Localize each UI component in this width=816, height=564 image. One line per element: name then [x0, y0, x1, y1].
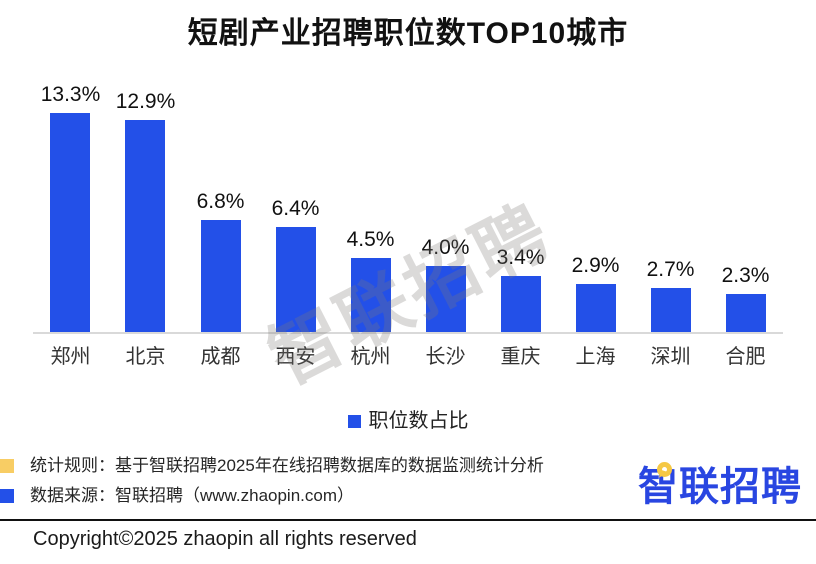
bar-column: 13.3% 郑州 — [33, 80, 108, 368]
bar-column: 3.4% 重庆 — [483, 80, 558, 368]
bar-column: 4.0% 长沙 — [408, 80, 483, 368]
bar — [350, 258, 391, 332]
x-axis-label: 深圳 — [650, 346, 691, 368]
x-axis-line — [33, 332, 783, 334]
x-axis-label: 北京 — [125, 346, 166, 368]
bar-column: 4.5% 杭州 — [333, 80, 408, 368]
footer: 统计规则：基于智联招聘2025年在线招聘数据库的数据监测统计分析 数据来源：智联… — [0, 455, 816, 509]
bar — [200, 220, 241, 332]
bar-value-label: 4.0% — [421, 236, 470, 259]
x-axis-label: 西安 — [275, 346, 316, 368]
copyright-text: Copyright©2025 zhaopin all rights reserv… — [33, 528, 417, 550]
plot-area: 13.3% 郑州 12.9% 北京 6.8% 成都 6.4% 西安 4.5% 杭州 4.0% 长沙 3.… — [33, 80, 783, 368]
zhaopin-logo: 智联招聘 — [638, 462, 808, 513]
x-axis-label: 上海 — [575, 346, 616, 368]
bar-value-label: 2.9% — [571, 254, 620, 277]
x-axis-label: 重庆 — [500, 346, 541, 368]
bar-column: 6.8% 成都 — [183, 80, 258, 368]
bar-column: 6.4% 西安 — [258, 80, 333, 368]
legend-label: 职位数占比 — [368, 410, 469, 432]
bar — [500, 276, 541, 332]
yellow-marker-icon — [0, 459, 14, 473]
bar-value-label: 3.4% — [496, 246, 545, 269]
data-source-row: 数据来源：智联招聘（www.zhaopin.com） — [0, 485, 816, 507]
bar — [725, 294, 766, 332]
x-axis-label: 合肥 — [725, 346, 766, 368]
legend: 职位数占比 — [0, 410, 816, 433]
bar-value-label: 12.9% — [115, 90, 176, 113]
stat-rule-row: 统计规则：基于智联招聘2025年在线招聘数据库的数据监测统计分析 — [0, 455, 816, 477]
bar-value-label: 2.3% — [721, 264, 770, 287]
footer-divider — [0, 519, 816, 521]
bar-column: 12.9% 北京 — [108, 80, 183, 368]
stat-rule-text: 统计规则：基于智联招聘2025年在线招聘数据库的数据监测统计分析 — [30, 456, 544, 475]
bar-chart: 13.3% 郑州 12.9% 北京 6.8% 成都 6.4% 西安 4.5% 杭州 4.0% 长沙 3.… — [33, 80, 783, 400]
bar-column: 2.7% 深圳 — [633, 80, 708, 368]
bar — [50, 113, 91, 332]
x-axis-label: 长沙 — [425, 346, 466, 368]
bar-column: 2.9% 上海 — [558, 80, 633, 368]
x-axis-label: 杭州 — [350, 346, 391, 368]
data-source-text: 数据来源：智联招聘（www.zhaopin.com） — [30, 486, 355, 505]
bar-value-label: 2.7% — [646, 258, 695, 281]
speech-bubble-icon — [657, 462, 672, 477]
bar — [275, 227, 316, 332]
chart-title: 短剧产业招聘职位数TOP10城市 — [187, 17, 629, 50]
bar — [425, 266, 466, 332]
bar-value-label: 13.3% — [40, 83, 101, 106]
bar-value-label: 6.4% — [271, 197, 320, 220]
bar — [125, 120, 166, 332]
bar-value-label: 6.8% — [196, 190, 245, 213]
bar — [650, 288, 691, 332]
x-axis-label: 成都 — [200, 346, 241, 368]
bar — [575, 284, 616, 332]
x-axis-label: 郑州 — [50, 346, 91, 368]
legend-swatch-icon — [347, 415, 361, 428]
blue-marker-icon — [0, 489, 14, 503]
bar-value-label: 4.5% — [346, 228, 395, 251]
bar-column: 2.3% 合肥 — [708, 80, 783, 368]
